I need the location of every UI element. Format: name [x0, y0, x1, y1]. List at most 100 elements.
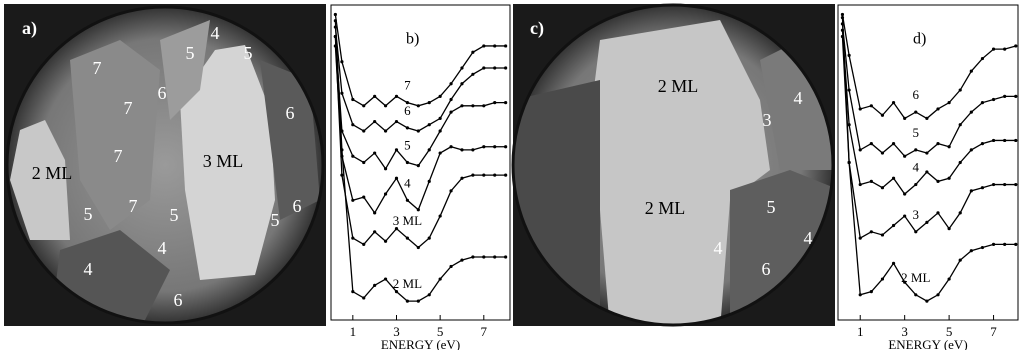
- data-point: [925, 170, 929, 174]
- aperture: [511, 3, 835, 327]
- x-tick-label: 5: [946, 324, 953, 339]
- panel-label: b): [406, 31, 419, 48]
- data-point: [1014, 242, 1018, 246]
- annotation: 4: [804, 228, 813, 248]
- domain: [180, 45, 275, 280]
- data-point: [958, 160, 962, 165]
- data-point: [869, 179, 873, 183]
- data-point: [936, 211, 940, 215]
- data-point: [847, 160, 851, 165]
- data-point: [1014, 138, 1018, 143]
- data-point: [471, 255, 475, 259]
- curve-label: 3 ML: [393, 213, 422, 228]
- data-point: [449, 110, 453, 114]
- x-tick-label: 1: [857, 324, 864, 339]
- data-point: [394, 290, 399, 294]
- annotation: 7: [93, 58, 102, 78]
- annotation: 5: [244, 43, 253, 63]
- data-point: [460, 258, 464, 262]
- data-point: [362, 195, 366, 199]
- data-point: [482, 104, 486, 108]
- data-point: [333, 12, 337, 17]
- data-point: [1014, 44, 1018, 48]
- panel-label: d): [913, 31, 926, 48]
- data-point: [471, 148, 475, 152]
- curve-label: 4: [404, 175, 411, 190]
- x-tick-label: 7: [481, 324, 488, 339]
- data-point: [383, 192, 388, 196]
- data-point: [903, 214, 907, 218]
- data-point: [373, 211, 377, 215]
- data-point: [903, 154, 907, 158]
- annotation: 5: [170, 205, 179, 225]
- data-point: [449, 264, 453, 269]
- domain: [260, 60, 320, 220]
- data-point: [351, 198, 355, 202]
- annotation: 2 ML: [645, 198, 686, 218]
- annotation: 4: [84, 259, 93, 279]
- data-point: [449, 97, 453, 102]
- curve: [841, 17, 1016, 302]
- data-point: [383, 104, 388, 108]
- data-point: [903, 280, 907, 284]
- data-point: [416, 104, 420, 108]
- annotation: 7: [114, 146, 123, 166]
- data-point: [438, 151, 442, 155]
- data-point: [847, 123, 851, 127]
- data-point: [914, 110, 918, 114]
- data-point: [980, 186, 985, 190]
- annotation: 5: [271, 210, 280, 230]
- data-point: [383, 167, 388, 171]
- data-point: [493, 101, 497, 105]
- data-point: [482, 66, 486, 70]
- data-point: [504, 66, 508, 70]
- data-point: [969, 148, 973, 152]
- data-point: [362, 242, 366, 246]
- data-point: [914, 182, 918, 187]
- data-point: [482, 44, 486, 48]
- data-point: [1003, 47, 1007, 51]
- data-point: [891, 101, 896, 105]
- data-point: [991, 97, 996, 102]
- x-tick-label: 7: [990, 324, 997, 339]
- annotation: 6: [762, 259, 771, 279]
- data-point: [869, 290, 873, 294]
- data-point: [482, 145, 486, 149]
- data-point: [936, 179, 940, 183]
- data-point: [449, 145, 453, 149]
- data-point: [362, 129, 366, 133]
- data-point: [903, 192, 907, 196]
- data-point: [504, 44, 508, 48]
- data-point: [373, 230, 377, 234]
- curve: [841, 23, 1016, 158]
- domain: [10, 120, 70, 240]
- data-point: [471, 173, 475, 177]
- data-point: [427, 101, 431, 105]
- curve-label: 5: [404, 137, 411, 152]
- curve-label: 6: [913, 87, 920, 102]
- panel-label: a): [22, 18, 37, 39]
- data-point: [969, 249, 973, 253]
- data-point: [493, 255, 497, 259]
- data-point: [991, 138, 996, 143]
- data-point: [405, 160, 410, 165]
- panel-label: c): [530, 18, 544, 39]
- data-point: [914, 293, 918, 297]
- data-point: [482, 173, 486, 177]
- image-a: a) 4 5 5 7 6 7 6 7 2 ML 3 ML 7 5 5 6 5 4…: [4, 4, 326, 326]
- annotation: 3 ML: [203, 151, 244, 171]
- data-point: [438, 94, 442, 98]
- data-point: [980, 142, 985, 146]
- data-point: [362, 104, 366, 108]
- data-point: [394, 148, 399, 152]
- annotation: 4: [211, 23, 220, 43]
- data-point: [351, 236, 355, 240]
- data-point: [880, 151, 885, 155]
- data-point: [869, 142, 873, 146]
- data-point: [858, 107, 862, 111]
- annotation: 2 ML: [658, 76, 699, 96]
- curve-label: 3: [913, 207, 920, 222]
- annotation: 7: [124, 98, 133, 118]
- data-point: [504, 255, 508, 259]
- curve: [841, 14, 1016, 120]
